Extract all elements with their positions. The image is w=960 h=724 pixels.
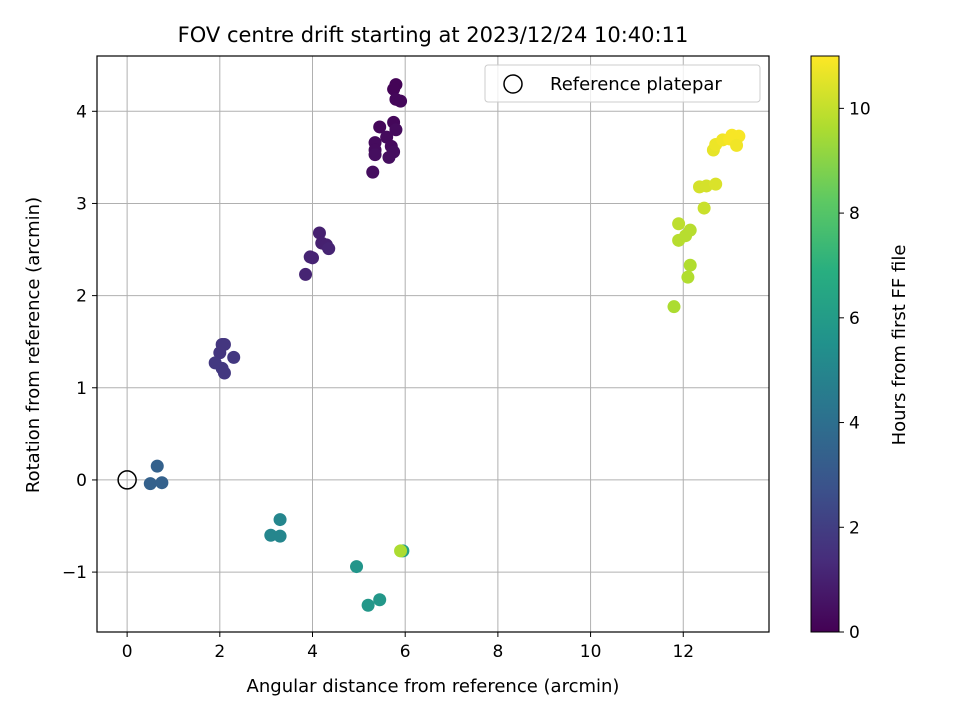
chart-title: FOV centre drift starting at 2023/12/24 … xyxy=(178,23,689,47)
y-tick-label: 1 xyxy=(76,379,87,399)
y-axis-label: Rotation from reference (arcmin) xyxy=(23,197,44,493)
data-point xyxy=(394,94,408,108)
data-point xyxy=(155,476,169,490)
x-tick-label: 12 xyxy=(672,642,694,662)
data-point xyxy=(730,138,744,152)
colorbar-ticks: 0 2 4 6 8 10 xyxy=(839,99,871,643)
data-point xyxy=(312,226,326,240)
y-tick-label: 0 xyxy=(76,471,87,491)
data-point xyxy=(681,270,695,284)
data-point xyxy=(373,120,387,134)
colorbar-tick-label: 4 xyxy=(849,414,860,434)
data-point xyxy=(366,165,380,179)
y-ticks: −1 0 1 2 3 4 xyxy=(62,102,97,583)
data-point xyxy=(143,477,157,491)
data-point xyxy=(672,217,686,231)
x-tick-label: 6 xyxy=(400,642,411,662)
legend-box xyxy=(484,64,761,103)
colorbar-tick-label: 6 xyxy=(849,309,860,329)
data-point xyxy=(382,150,396,164)
x-ticks: 0 2 4 6 8 10 12 xyxy=(122,632,694,662)
data-point xyxy=(394,544,408,558)
legend: Reference platepar xyxy=(484,64,761,103)
data-point xyxy=(150,459,164,473)
legend-marker-icon xyxy=(503,74,523,94)
data-points xyxy=(143,78,746,612)
y-tick-label: 2 xyxy=(76,287,87,307)
data-point xyxy=(227,350,241,364)
data-point xyxy=(368,148,382,162)
grid xyxy=(97,56,769,632)
data-point xyxy=(361,598,375,612)
colorbar-tick-label: 8 xyxy=(849,204,860,224)
x-tick-label: 4 xyxy=(307,642,318,662)
data-point xyxy=(683,258,697,272)
x-tick-label: 2 xyxy=(214,642,225,662)
colorbar-gradient xyxy=(810,55,840,633)
data-point xyxy=(213,346,227,360)
data-point xyxy=(350,560,364,574)
y-tick-label: −1 xyxy=(62,563,87,583)
colorbar-tick-label: 2 xyxy=(849,518,860,538)
colorbar: 0 2 4 6 8 10 Hours from first FF file xyxy=(810,55,910,643)
x-tick-label: 10 xyxy=(580,642,602,662)
data-point xyxy=(273,513,287,527)
colorbar-label: Hours from first FF file xyxy=(889,245,910,446)
data-point xyxy=(389,123,403,137)
data-point xyxy=(299,267,313,281)
data-point xyxy=(683,223,697,237)
plot-frame xyxy=(96,55,770,633)
data-point xyxy=(217,366,231,380)
data-point xyxy=(709,177,723,191)
reference-point xyxy=(117,470,137,490)
data-point xyxy=(697,201,711,215)
data-point xyxy=(387,82,401,96)
colorbar-tick-label: 10 xyxy=(849,99,871,119)
x-tick-label: 0 xyxy=(122,642,133,662)
x-axis-label: Angular distance from reference (arcmin) xyxy=(247,676,620,697)
data-point xyxy=(273,529,287,543)
reference-marker xyxy=(117,470,137,490)
data-point xyxy=(373,593,387,607)
colorbar-tick-label: 0 xyxy=(849,623,860,643)
legend-entry-reference: Reference platepar xyxy=(550,74,722,95)
y-tick-label: 4 xyxy=(76,102,87,122)
data-point xyxy=(322,242,336,256)
data-point xyxy=(667,300,681,314)
data-point xyxy=(306,251,320,265)
y-tick-label: 3 xyxy=(76,194,87,214)
x-tick-label: 8 xyxy=(492,642,503,662)
